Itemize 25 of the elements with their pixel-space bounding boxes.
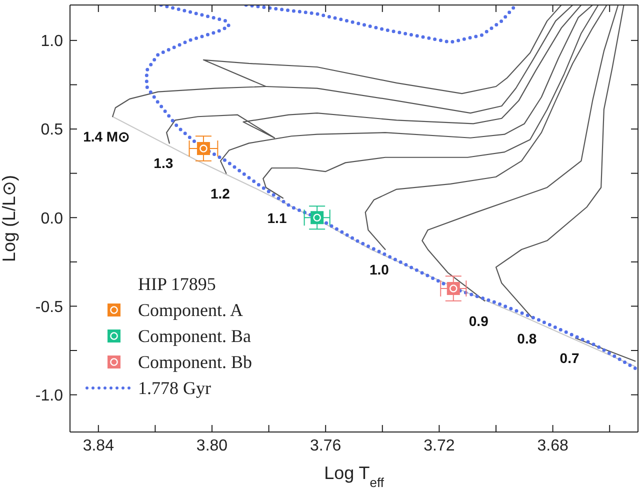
x-tick-label: 3.76	[310, 437, 342, 454]
y-axis-title: Log (L/L⊙)	[0, 174, 19, 262]
x-tick-label: 3.68	[537, 437, 568, 454]
x-tick-label: 3.72	[424, 437, 455, 454]
legend-label: 1.778 Gyr	[138, 377, 211, 400]
legend-label: Component. Ba	[138, 325, 251, 348]
y-tick-label: 0.5	[40, 122, 64, 139]
annotation: 1.3	[154, 155, 174, 172]
annotation: 0.8	[517, 330, 537, 347]
legend-label: Component. Bb	[138, 351, 252, 374]
y-tick-label: 1.0	[40, 33, 64, 50]
x-tick-label: 3.84	[82, 437, 114, 454]
y-tick-label: -0.5	[35, 298, 64, 316]
y-tick-label: -1.0	[35, 387, 64, 404]
annotation: 1.1	[267, 210, 287, 226]
annotation: 1.4 M⊙	[83, 128, 130, 145]
annotation: 0.7	[560, 350, 580, 366]
x-tick-label: 3.80	[196, 437, 228, 454]
annotation: 1.2	[210, 185, 230, 202]
annotation: 0.9	[468, 312, 489, 329]
legend-label: Component. A	[138, 299, 244, 322]
legend-title: HIP 17895	[137, 273, 217, 296]
y-tick-label: 0.0	[40, 210, 64, 228]
annotation: 1.0	[370, 261, 390, 278]
x-axis-title: Log T$_{eff}$	[324, 463, 384, 489]
